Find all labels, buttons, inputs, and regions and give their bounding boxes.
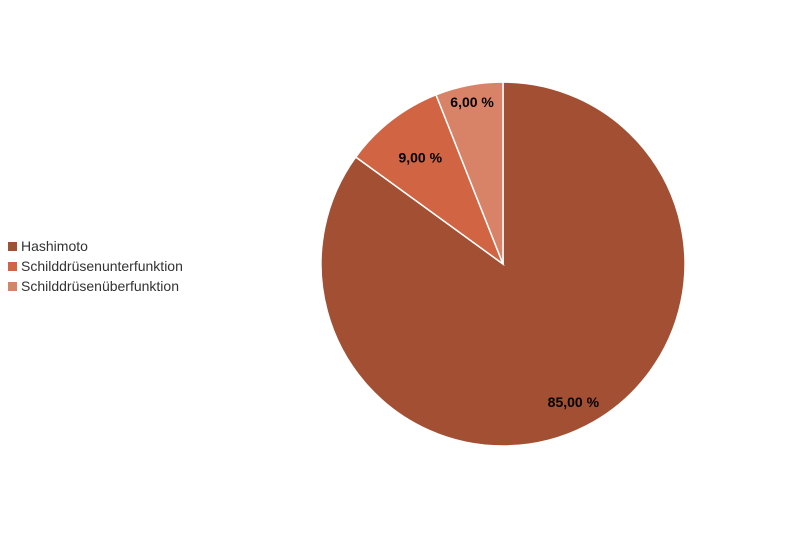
legend-label-unterfunktion: Schilddrüsenunterfunktion xyxy=(21,258,183,274)
legend: Hashimoto Schilddrüsenunterfunktion Schi… xyxy=(8,236,183,296)
legend-swatch-unterfunktion xyxy=(8,261,17,271)
legend-item-ueberfunktion[interactable]: Schilddrüsenüberfunktion xyxy=(8,276,183,296)
legend-swatch-hashimoto xyxy=(8,241,17,251)
legend-swatch-ueberfunktion xyxy=(8,281,17,291)
legend-item-unterfunktion[interactable]: Schilddrüsenunterfunktion xyxy=(8,256,183,276)
data-label-hashimoto: 85,00 % xyxy=(548,394,600,410)
legend-label-hashimoto: Hashimoto xyxy=(21,238,88,254)
pie-slice-unterfunktion[interactable] xyxy=(354,93,505,267)
data-label-unterfunktion: 9,00 % xyxy=(398,149,442,165)
legend-item-hashimoto[interactable]: Hashimoto xyxy=(8,236,183,256)
data-label-ueberfunktion: 6,00 % xyxy=(450,94,494,110)
pie-slice-ueberfunktion[interactable] xyxy=(435,81,504,265)
legend-label-ueberfunktion: Schilddrüsenüberfunktion xyxy=(21,278,179,294)
